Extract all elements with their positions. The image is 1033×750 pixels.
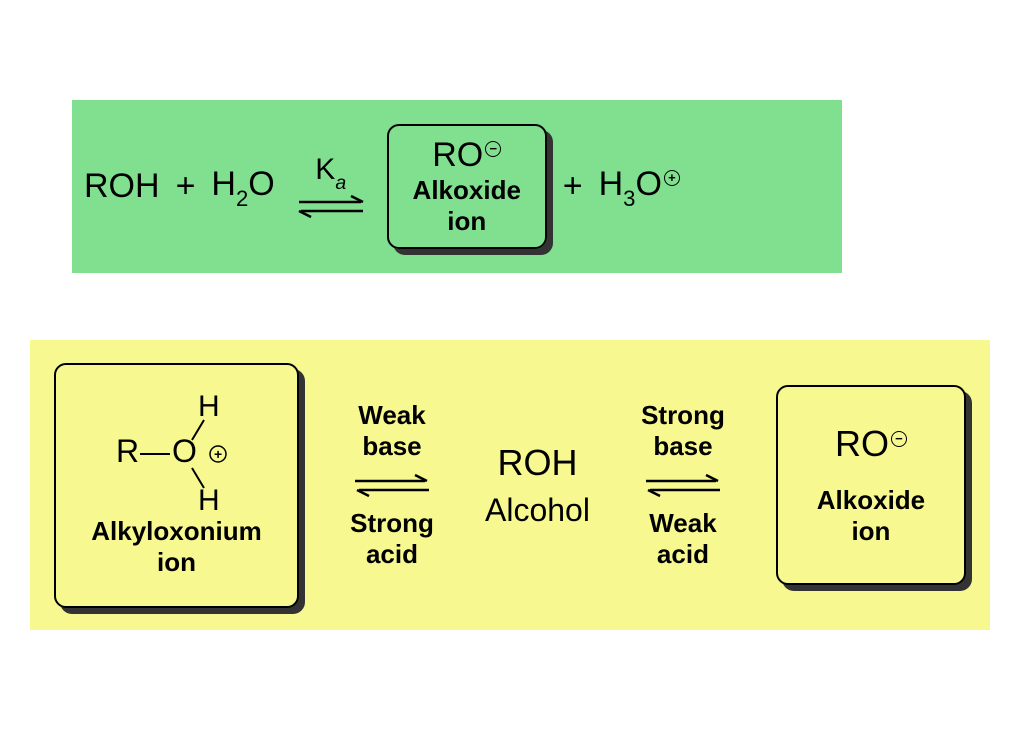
ka-k: K — [315, 153, 335, 186]
wb-l2: base — [362, 431, 421, 461]
struct-charge: + — [214, 446, 222, 462]
roh-formula: ROH — [497, 442, 577, 484]
ka-a: a — [335, 172, 346, 194]
weak-acid-label: Weak acid — [649, 508, 716, 570]
struct-h2: H — [198, 484, 220, 512]
alkoxide-y-l2: ion — [851, 516, 890, 546]
struct-h1: H — [198, 392, 220, 423]
h2o-o: O — [248, 165, 274, 203]
alkoxide-formula-yellow: RO− — [835, 423, 907, 465]
ro-text: RO — [432, 136, 483, 174]
weak-base-label: Weak base — [358, 400, 425, 462]
alkoxide-l2: ion — [447, 206, 486, 236]
strong-base-label: Strong base — [641, 400, 725, 462]
sa-l1: Strong — [350, 508, 434, 538]
alkoxide-l1: Alkoxide — [413, 175, 521, 205]
h3o-o: O — [635, 165, 661, 203]
alkoxide-label-yellow: Alkoxide ion — [817, 485, 925, 547]
h3o-sub: 3 — [623, 186, 635, 211]
sa-l2: acid — [366, 539, 418, 569]
wb-l1: Weak — [358, 400, 425, 430]
h2o-sub: 2 — [236, 186, 248, 211]
equilibrium-arrow-ka: Ka — [291, 153, 371, 220]
arrow-column-2: Strong base Weak acid — [638, 400, 728, 571]
reactant-roh: ROH — [84, 167, 160, 206]
alkyloxonium-l2: ion — [157, 547, 196, 577]
sb-l1: Strong — [641, 400, 725, 430]
minus-charge-icon: − — [485, 141, 501, 157]
strong-acid-label: Strong acid — [350, 508, 434, 570]
plus-sign-1: + — [176, 167, 196, 206]
wa-l2: acid — [657, 539, 709, 569]
green-equation-panel: ROH + H2O Ka RO− Alkoxide ion — [72, 100, 842, 273]
minus-charge-y-icon: − — [891, 431, 907, 447]
ka-label: Ka — [315, 153, 346, 186]
alkoxide-formula-green: RO− — [432, 136, 501, 175]
alkyloxonium-label: Alkyloxonium ion — [91, 516, 261, 578]
plus-sign-2: + — [563, 167, 583, 206]
yellow-acid-base-panel: R O H H + Alkyloxonium ion Weak base — [30, 340, 990, 630]
equilibrium-arrow-2-icon — [638, 470, 728, 500]
alkyloxonium-box: R O H H + Alkyloxonium ion — [54, 363, 299, 608]
alkoxide-y-l1: Alkoxide — [817, 485, 925, 515]
alcohol-label: Alcohol — [485, 492, 590, 529]
alkyloxonium-l1: Alkyloxonium — [91, 516, 261, 546]
ro-y: RO — [835, 423, 889, 464]
alkoxide-box-green: RO− Alkoxide ion — [387, 124, 547, 249]
product-h3o: H3O+ — [599, 165, 680, 209]
alkoxide-label-green: Alkoxide ion — [413, 175, 521, 237]
arrow-column-1: Weak base Strong acid — [347, 400, 437, 571]
plus-charge-icon: + — [664, 170, 680, 186]
equilibrium-arrow-1-icon — [347, 470, 437, 500]
struct-r: R — [116, 433, 139, 469]
oxonium-structure: R O H H + — [92, 392, 262, 512]
alkoxide-box-yellow: RO− Alkoxide ion — [776, 385, 966, 585]
h2o-h: H — [211, 165, 236, 203]
wa-l1: Weak — [649, 508, 716, 538]
center-alcohol: ROH Alcohol — [485, 442, 590, 529]
sb-l2: base — [653, 431, 712, 461]
h3o-h: H — [599, 165, 624, 203]
reactant-h2o: H2O — [211, 165, 274, 209]
equilibrium-arrow-icon — [291, 192, 371, 220]
